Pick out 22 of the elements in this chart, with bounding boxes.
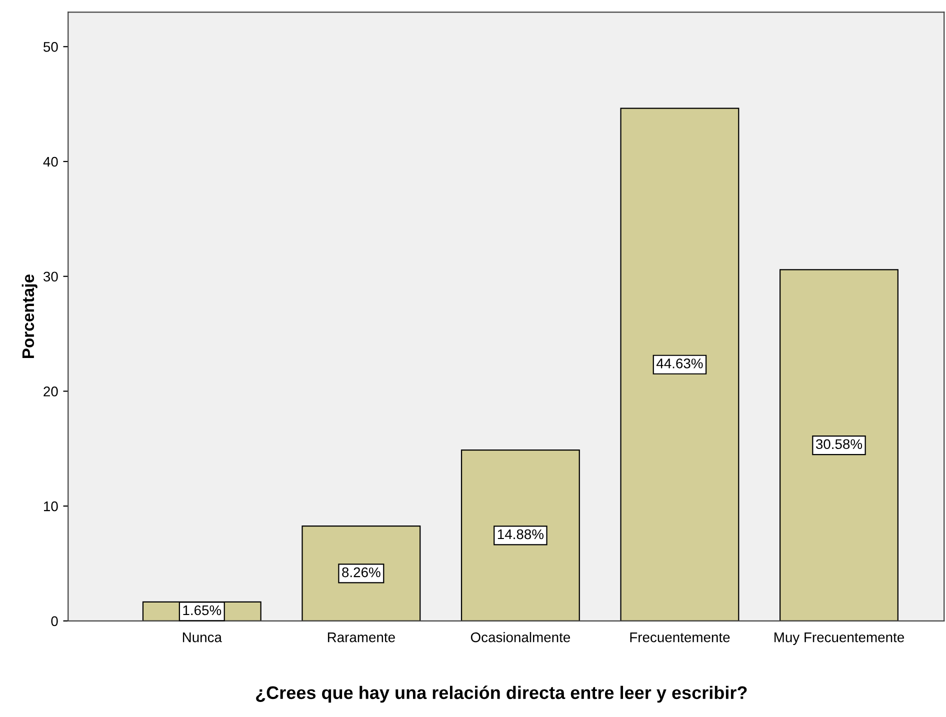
y-tick-label: 50 <box>44 42 58 52</box>
y-tick-label: 20 <box>44 386 58 396</box>
x-tick-label: Muy Frecuentemente <box>774 632 904 645</box>
x-tick-label: Frecuentemente <box>630 632 730 642</box>
data-label: 14.88% <box>498 529 544 540</box>
data-label: 44.63% <box>656 358 703 368</box>
bar <box>460 449 580 621</box>
data-label: 30.58% <box>816 439 862 450</box>
y-tick-label: 0 <box>51 616 58 626</box>
x-tick-label: Nunca <box>182 632 222 642</box>
data-label: 1.65% <box>183 605 222 616</box>
x-tick-label: Ocasionalmente <box>470 632 570 642</box>
bar <box>302 525 421 621</box>
y-tick-label: 40 <box>43 156 58 167</box>
y-tick-label: 30 <box>43 272 58 282</box>
bar <box>620 108 740 621</box>
y-axis-title: Porcentaje <box>22 274 38 358</box>
x-axis-title: ¿Crees que hay una relación directa entre leer y escribir? <box>256 686 747 703</box>
y-tick-label: 10 <box>44 501 58 512</box>
data-label: 8.26% <box>342 567 380 578</box>
bar <box>780 269 898 621</box>
x-tick-label: Raramente <box>328 632 395 642</box>
